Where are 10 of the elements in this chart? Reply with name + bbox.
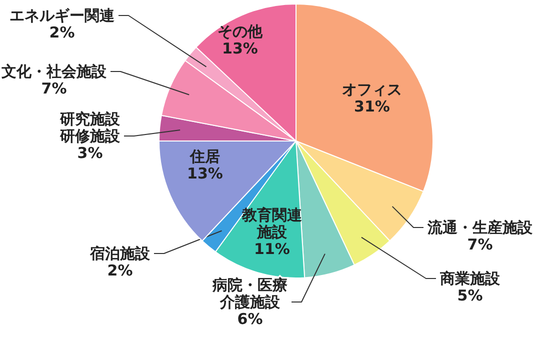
slice-label: オフィス 31% xyxy=(342,80,402,116)
slice-label: 住居 13% xyxy=(187,148,223,182)
slice-label: 商業施設 5% xyxy=(440,270,500,304)
slice-label: その他 13% xyxy=(218,22,262,58)
slice-label: 流通・生産施設 7% xyxy=(428,218,532,254)
slice-label: 文化・社会施設 7% xyxy=(2,62,106,98)
slice-label: 研究施設研修施設 3% xyxy=(60,110,120,162)
slice-label: 宿泊施設 2% xyxy=(90,244,150,280)
slice-label: エネルギー関連 2% xyxy=(10,6,114,42)
slice-label: 病院・医療介護施設 6% xyxy=(212,276,288,328)
